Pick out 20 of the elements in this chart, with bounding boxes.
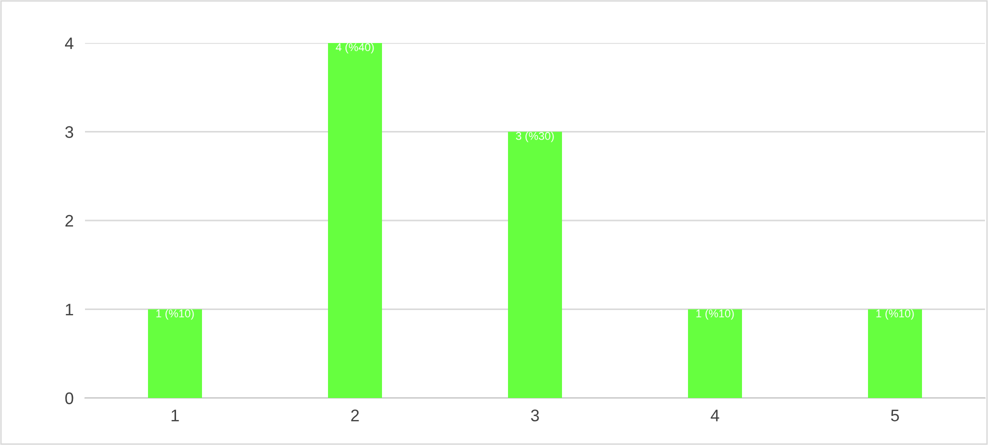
x-tick-label: 2 (351, 410, 359, 422)
bar (328, 43, 382, 398)
y-tick-label: 1 (66, 304, 74, 316)
y-tick-label: 3 (65, 126, 74, 138)
data-label: 1 (%10) (876, 309, 914, 320)
data-label: 1 (%10) (156, 309, 194, 320)
y-tick-label: 4 (65, 38, 74, 50)
bar (508, 132, 562, 398)
x-tick-label: 5 (891, 410, 899, 422)
bar (148, 309, 202, 398)
x-tick-label: 3 (531, 410, 539, 422)
bar (868, 309, 922, 398)
data-label: 4 (%40) (336, 43, 374, 54)
x-tick-label: 1 (172, 410, 179, 422)
y-tick-label: 0 (65, 392, 74, 404)
bar (688, 309, 742, 398)
data-label: 1 (%10) (696, 309, 734, 320)
y-tick-label: 2 (65, 214, 74, 227)
x-tick-label: 4 (710, 410, 720, 422)
data-label: 3 (%30) (516, 132, 554, 142)
